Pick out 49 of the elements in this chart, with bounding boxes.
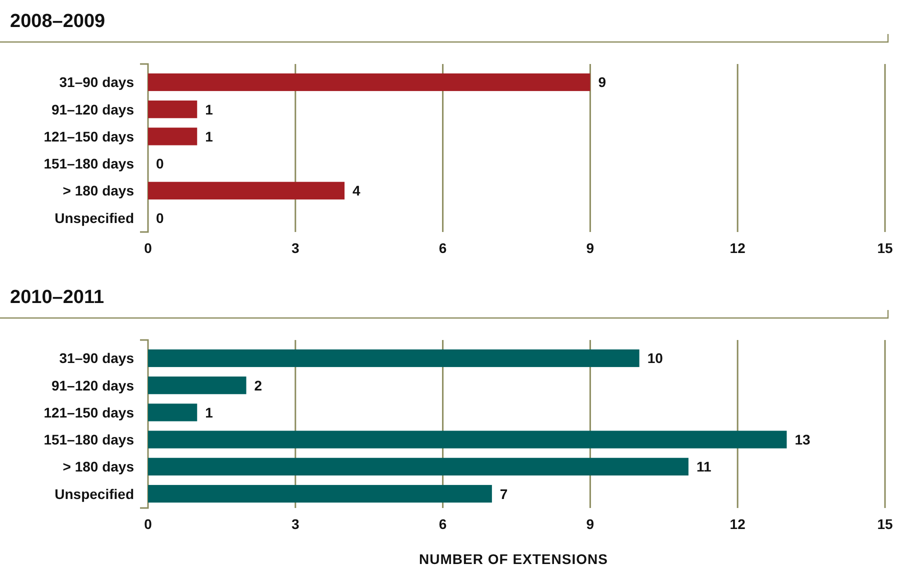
y-tick-label: 151–180 days <box>44 432 134 448</box>
bar <box>148 128 198 146</box>
x-tick-label: 12 <box>730 516 746 532</box>
x-tick-label: 9 <box>586 516 594 532</box>
bar <box>148 73 590 92</box>
chart-title: 2010–2011 <box>10 287 104 308</box>
data-label: 1 <box>205 404 214 420</box>
y-tick-label: 31–90 days <box>59 350 134 366</box>
y-tick-label: 151–180 days <box>44 156 134 172</box>
bar <box>148 404 198 422</box>
x-tick-label: 6 <box>438 240 447 256</box>
bar <box>148 100 198 118</box>
x-tick-label: 3 <box>292 516 300 532</box>
y-tick-label: > 180 days <box>62 458 134 475</box>
y-tick-label: Unspecified <box>54 210 134 226</box>
y-tick-label: 121–150 days <box>44 128 134 144</box>
y-tick-label: > 180 days <box>62 182 134 199</box>
bar <box>148 182 345 200</box>
y-tick-label: 31–90 days <box>59 74 134 90</box>
y-tick-label: 121–150 days <box>44 404 134 420</box>
x-tick-label: 6 <box>438 516 447 532</box>
bar <box>148 430 787 448</box>
bar <box>148 458 688 476</box>
x-tick-label: 15 <box>877 240 893 256</box>
data-label: 1 <box>205 128 214 144</box>
x-axis-title: NUMBER OF EXTENSIONS <box>419 551 608 566</box>
y-tick-label: 91–120 days <box>51 377 134 394</box>
data-label: 10 <box>647 350 664 366</box>
x-tick-label: 15 <box>877 516 893 532</box>
x-tick-label: 12 <box>730 240 746 256</box>
x-tick-label: 0 <box>144 240 152 256</box>
data-label: 11 <box>696 458 712 475</box>
data-label: 0 <box>156 156 164 172</box>
data-label: 9 <box>598 74 606 90</box>
chart-title: 2008–2009 <box>10 11 106 32</box>
data-label: 4 <box>352 182 361 199</box>
data-label: 7 <box>500 486 508 502</box>
x-tick-label: 0 <box>144 516 152 532</box>
x-tick-label: 3 <box>292 240 300 256</box>
data-label: 2 <box>254 377 262 394</box>
data-label: 1 <box>205 101 214 118</box>
data-label: 13 <box>794 432 811 448</box>
bar <box>148 376 246 394</box>
data-label: 0 <box>156 210 164 226</box>
x-tick-label: 9 <box>586 240 594 256</box>
y-tick-label: 91–120 days <box>51 101 134 118</box>
bar <box>148 349 640 368</box>
y-tick-label: Unspecified <box>54 486 134 502</box>
bar <box>148 484 492 503</box>
